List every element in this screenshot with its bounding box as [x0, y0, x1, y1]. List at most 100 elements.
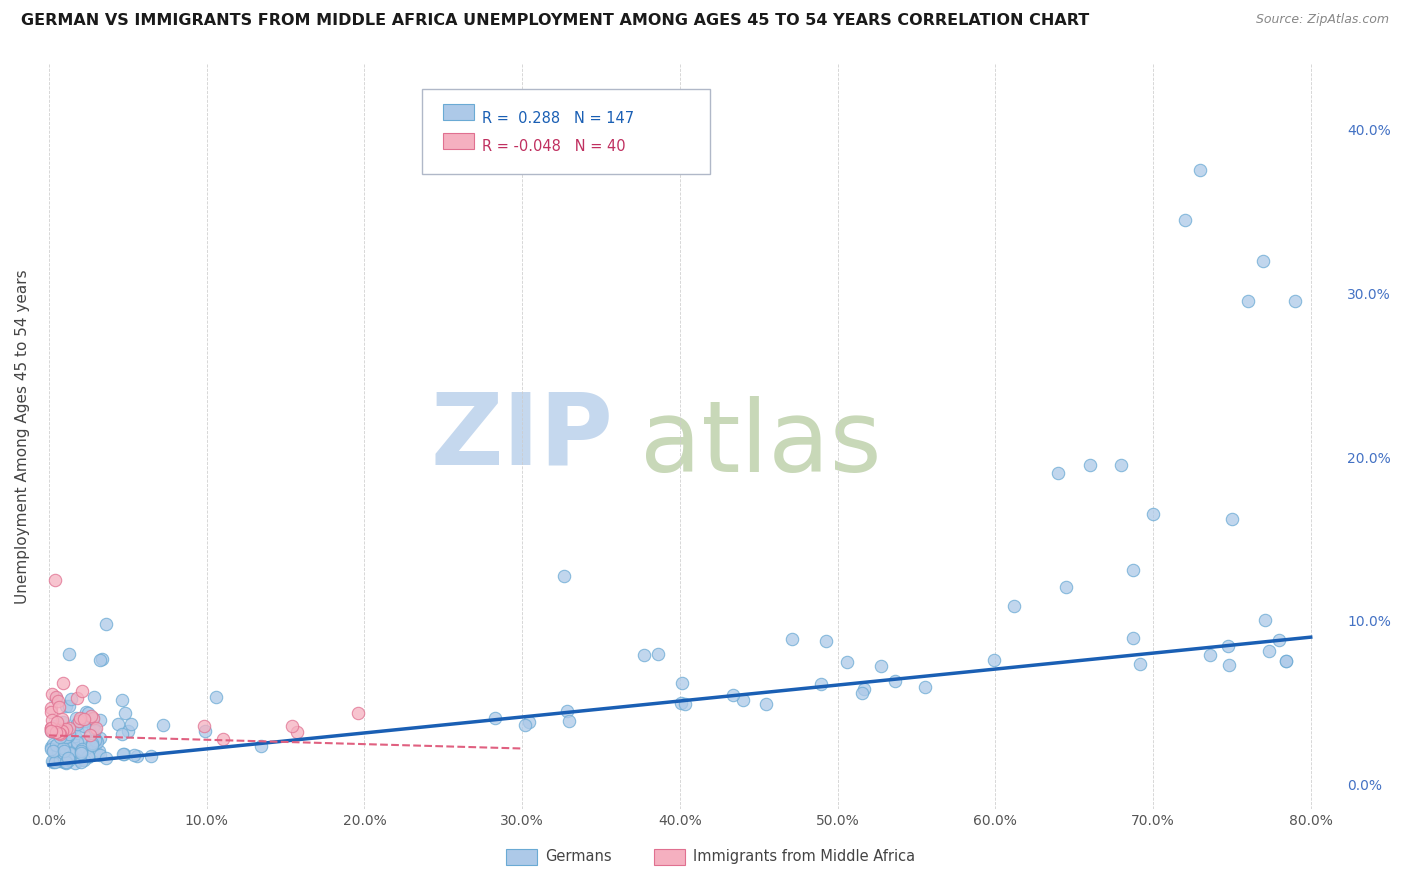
Point: [58, 729, 80, 743]
Point: [55, 742, 77, 756]
Point: [69, 746, 91, 760]
Point: [515, 718, 537, 732]
Point: [86, 734, 108, 748]
Point: [45, 725, 67, 739]
Point: [80, 709, 103, 723]
Point: [852, 682, 875, 697]
Point: [39, 706, 62, 720]
Point: [837, 655, 859, 669]
Point: [59, 723, 82, 737]
Point: [56, 751, 79, 765]
Point: [1253, 253, 1275, 268]
Point: [45, 737, 67, 751]
Text: R = -0.048   N = 40: R = -0.048 N = 40: [482, 139, 626, 154]
Point: [49, 731, 72, 745]
Point: [287, 725, 309, 739]
Point: [141, 748, 163, 763]
Point: [810, 677, 832, 691]
Point: [107, 716, 129, 731]
Point: [65, 735, 87, 749]
Point: [39, 721, 62, 735]
Text: Germans: Germans: [546, 849, 612, 863]
Point: [49, 726, 72, 740]
Point: [59, 736, 82, 750]
Point: [281, 719, 304, 733]
Point: [53, 755, 76, 769]
Point: [152, 718, 174, 732]
Point: [44, 722, 66, 736]
Point: [42, 723, 65, 738]
Point: [67, 743, 90, 757]
Point: [124, 747, 146, 762]
Point: [111, 727, 134, 741]
Point: [79, 728, 101, 742]
Point: [66, 726, 89, 740]
Point: [89, 731, 111, 745]
Point: [76, 706, 98, 721]
Point: [83, 736, 105, 750]
Text: Immigrants from Middle Africa: Immigrants from Middle Africa: [693, 849, 915, 863]
Point: [42, 720, 65, 734]
Point: [1236, 294, 1258, 309]
Point: [69, 753, 91, 767]
Point: [1122, 563, 1144, 577]
Point: [815, 634, 838, 648]
Point: [82, 711, 104, 725]
Point: [111, 747, 134, 761]
Point: [782, 632, 804, 646]
Point: [39, 721, 62, 735]
Point: [53, 743, 76, 757]
Point: [63, 729, 86, 743]
Point: [69, 711, 91, 725]
Point: [59, 747, 82, 761]
Point: [1254, 613, 1277, 627]
Point: [127, 749, 149, 764]
Point: [48, 700, 70, 714]
Point: [48, 751, 70, 765]
Point: [84, 732, 107, 747]
Point: [671, 675, 693, 690]
Point: [70, 755, 93, 769]
Point: [212, 731, 235, 746]
Point: [94, 617, 117, 632]
Point: [75, 734, 97, 748]
Point: [1122, 632, 1144, 646]
Point: [45, 738, 67, 752]
Point: [1218, 657, 1240, 672]
Point: [76, 750, 98, 764]
Point: [55, 731, 77, 745]
Point: [633, 648, 655, 662]
Point: [484, 710, 506, 724]
Point: [1199, 648, 1222, 662]
Point: [723, 688, 745, 702]
Point: [80, 738, 103, 752]
Point: [48, 752, 70, 766]
Point: [42, 744, 65, 758]
Point: [89, 713, 111, 727]
Point: [55, 698, 77, 713]
Text: atlas: atlas: [640, 395, 882, 492]
Point: [48, 726, 70, 740]
Point: [60, 691, 83, 706]
Point: [46, 714, 69, 729]
Point: [1189, 163, 1212, 178]
Point: [58, 699, 80, 714]
Point: [1275, 654, 1298, 668]
Point: [73, 712, 96, 726]
Point: [52, 742, 75, 756]
Point: [70, 743, 93, 757]
Y-axis label: Unemployment Among Ages 45 to 54 years: Unemployment Among Ages 45 to 54 years: [15, 269, 30, 604]
Point: [65, 711, 87, 725]
Point: [1142, 508, 1164, 522]
Point: [1173, 212, 1195, 227]
Point: [67, 714, 90, 728]
Point: [44, 573, 66, 587]
Point: [1054, 580, 1077, 594]
Point: [52, 715, 75, 730]
Point: [84, 723, 107, 737]
Point: [983, 652, 1005, 666]
Point: [45, 690, 67, 704]
Point: [647, 647, 669, 661]
Point: [193, 719, 215, 733]
Point: [851, 686, 873, 700]
